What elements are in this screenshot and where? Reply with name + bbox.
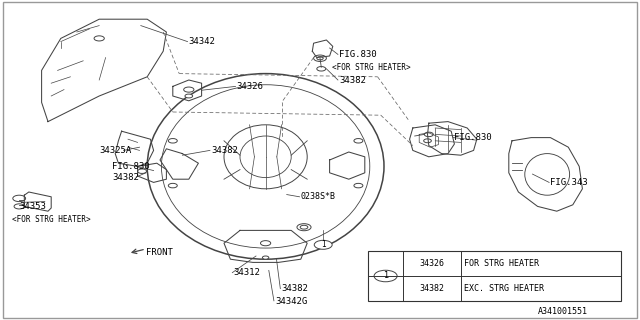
Circle shape — [138, 169, 147, 173]
Circle shape — [260, 241, 271, 246]
Text: FIG.830: FIG.830 — [454, 133, 492, 142]
Text: FIG.830: FIG.830 — [112, 162, 150, 171]
Text: 1: 1 — [321, 240, 326, 249]
Circle shape — [168, 183, 177, 188]
Text: FOR STRG HEATER: FOR STRG HEATER — [464, 259, 539, 268]
Circle shape — [317, 57, 323, 60]
Text: FIG.343: FIG.343 — [550, 178, 588, 187]
Text: 34353: 34353 — [19, 202, 46, 211]
Text: 34382: 34382 — [282, 284, 308, 293]
FancyBboxPatch shape — [3, 2, 637, 318]
Text: 34326: 34326 — [419, 259, 445, 268]
Text: FRONT: FRONT — [146, 248, 173, 257]
Text: <FOR STRG HEATER>: <FOR STRG HEATER> — [12, 215, 90, 224]
Text: 34382: 34382 — [339, 76, 366, 84]
Circle shape — [14, 204, 24, 209]
Text: A341001551: A341001551 — [538, 308, 588, 316]
Text: 34326: 34326 — [237, 82, 264, 91]
Text: 34342G: 34342G — [275, 297, 307, 306]
Circle shape — [314, 55, 326, 61]
Circle shape — [354, 183, 363, 188]
Text: 0238S*B: 0238S*B — [301, 192, 336, 201]
Circle shape — [94, 36, 104, 41]
Text: 34342: 34342 — [189, 37, 216, 46]
Text: 34382: 34382 — [419, 284, 445, 293]
Circle shape — [354, 139, 363, 143]
Circle shape — [13, 195, 26, 202]
Circle shape — [374, 270, 397, 282]
Text: <FOR STRG HEATER>: <FOR STRG HEATER> — [332, 63, 410, 72]
Circle shape — [300, 225, 308, 229]
Circle shape — [185, 94, 193, 98]
Circle shape — [168, 139, 177, 143]
Text: 34382: 34382 — [211, 146, 238, 155]
Circle shape — [297, 224, 311, 231]
Circle shape — [184, 87, 194, 92]
Circle shape — [262, 256, 269, 259]
Text: 1: 1 — [383, 271, 388, 281]
Circle shape — [424, 139, 431, 143]
FancyBboxPatch shape — [368, 251, 621, 301]
Text: EXC. STRG HEATER: EXC. STRG HEATER — [464, 284, 544, 293]
Circle shape — [317, 67, 326, 71]
Text: 34325A: 34325A — [99, 146, 131, 155]
Text: 34382: 34382 — [112, 173, 139, 182]
Text: 34312: 34312 — [234, 268, 260, 277]
Circle shape — [424, 132, 433, 137]
Text: FIG.830: FIG.830 — [339, 50, 377, 59]
Circle shape — [314, 240, 332, 249]
